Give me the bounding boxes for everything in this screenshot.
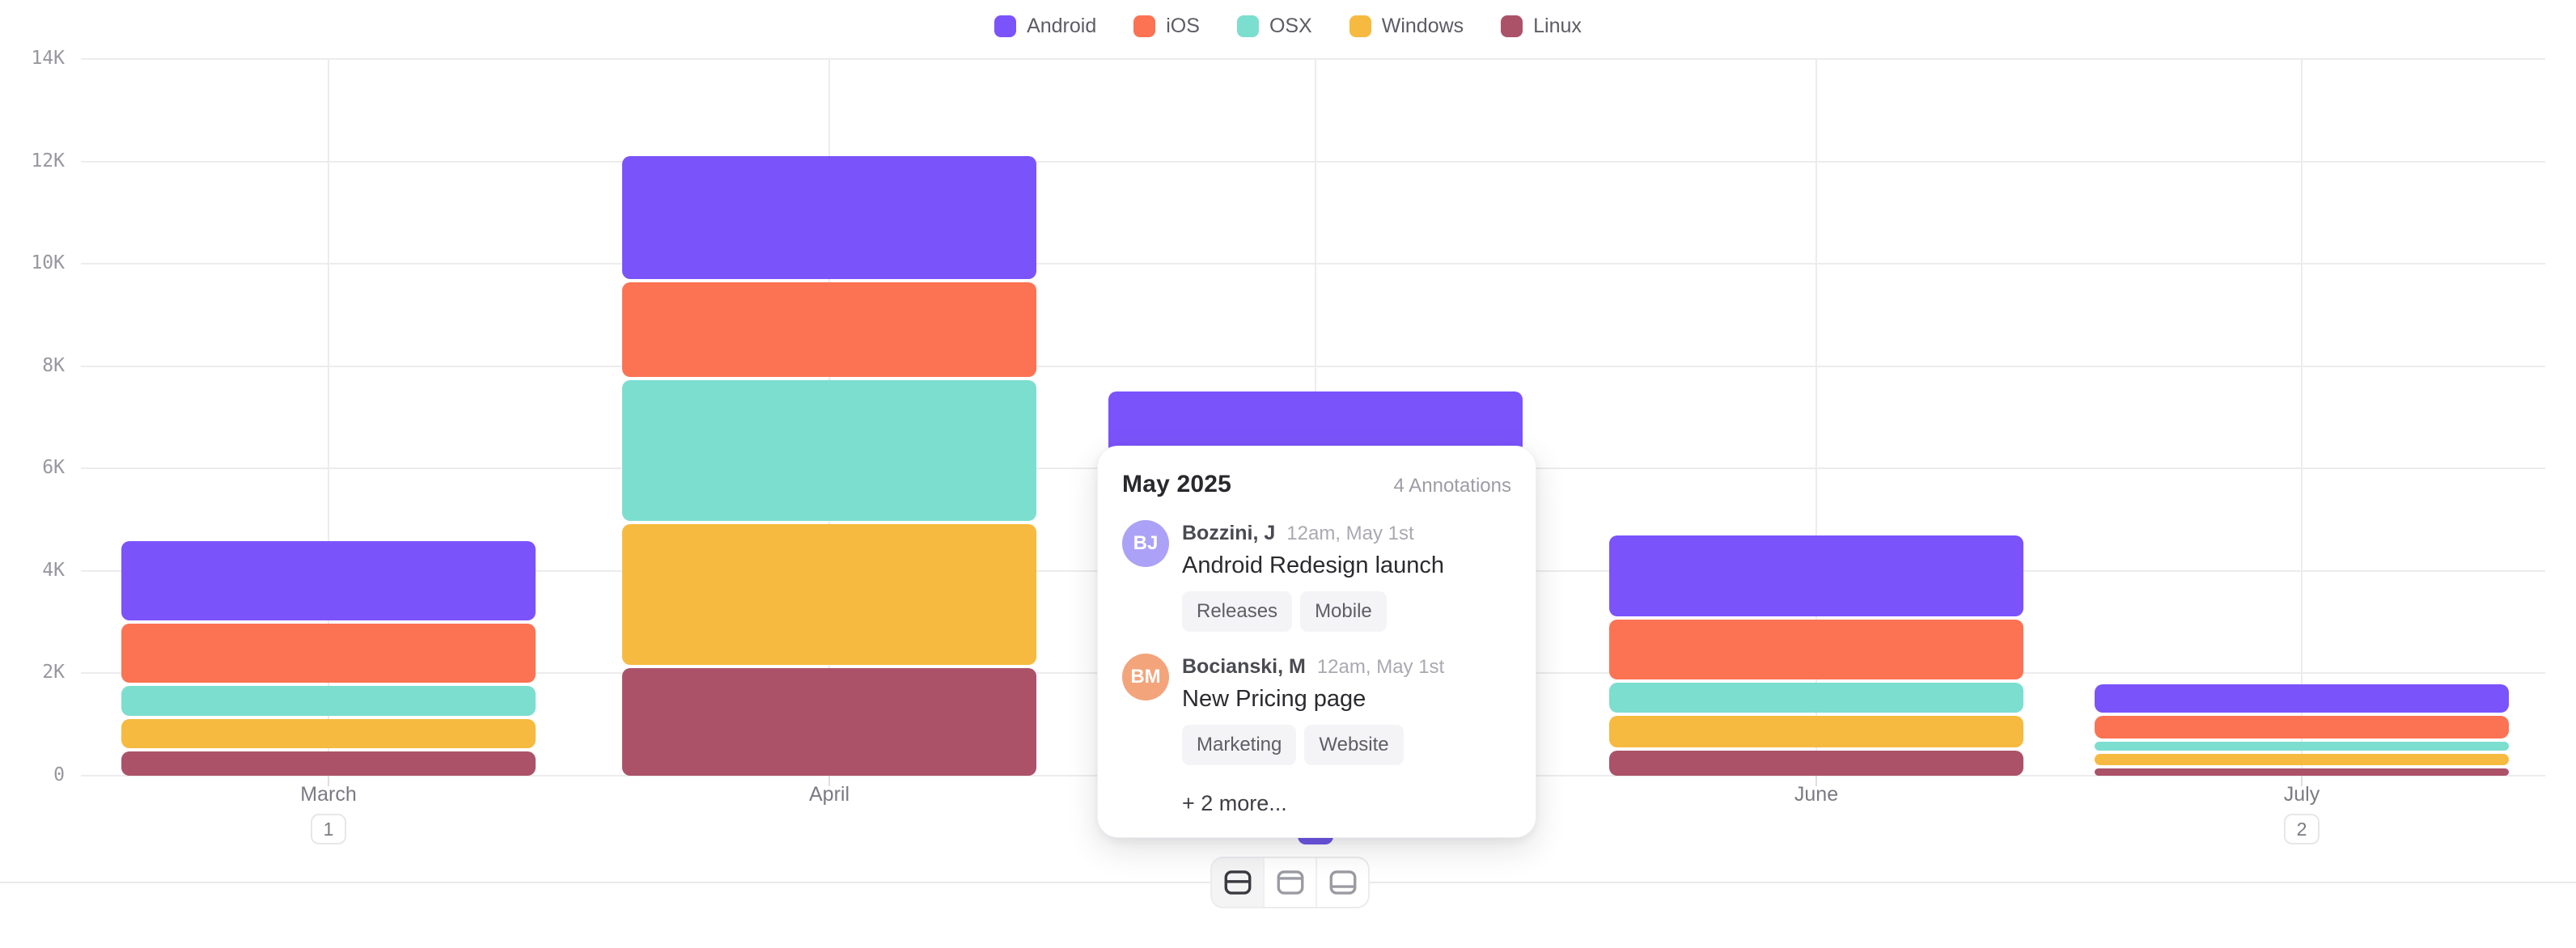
split-rows-icon xyxy=(1224,870,1251,895)
y-axis-tick-label: 14K xyxy=(31,48,65,69)
y-axis-tick-label: 8K xyxy=(42,354,65,376)
gridline-vertical xyxy=(2301,59,2303,776)
bar-segment-ios-june[interactable] xyxy=(1609,619,2023,680)
y-axis-tick-label: 4K xyxy=(42,559,65,581)
y-axis-tick-label: 12K xyxy=(31,150,65,171)
panel-top-icon xyxy=(1277,870,1303,895)
panel-top-button[interactable] xyxy=(1263,858,1316,907)
annotation-body: Bocianski, M 12am, May 1st New Pricing pag… xyxy=(1182,654,1511,765)
y-axis-tick-label: 10K xyxy=(31,252,65,274)
tag-releases: Releases xyxy=(1182,591,1293,632)
legend-swatch-android-icon xyxy=(994,15,1017,37)
x-axis-month-label: April xyxy=(808,783,849,806)
layout-switcher xyxy=(1210,857,1370,908)
annotation-badge-march[interactable]: 1 xyxy=(311,814,346,844)
bar-segment-android-april[interactable] xyxy=(622,156,1036,279)
bar-segment-android-june[interactable] xyxy=(1609,535,2023,616)
annotation-author: Bozzini, J xyxy=(1182,522,1276,544)
legend-item-android[interactable]: Android xyxy=(994,15,1096,38)
legend-label: Linux xyxy=(1533,15,1582,37)
annotation-text: Android Redesign launch xyxy=(1182,552,1445,578)
legend-swatch-linux-icon xyxy=(1501,15,1523,37)
x-axis-tick xyxy=(828,776,830,786)
bar-segment-linux-july[interactable] xyxy=(2095,768,2509,776)
panel-bottom-button[interactable] xyxy=(1316,858,1368,907)
legend-item-ios[interactable]: iOS xyxy=(1133,15,1200,38)
gridline-vertical xyxy=(1815,59,1817,776)
x-axis-month-label: July xyxy=(2283,783,2320,806)
bar-segment-ios-july[interactable] xyxy=(2095,715,2509,739)
bar-segment-ios-april[interactable] xyxy=(622,281,1036,378)
gridline-horizontal xyxy=(81,365,2545,367)
annotation-time: 12am, May 1st xyxy=(1316,656,1445,678)
bar-segment-osx-june[interactable] xyxy=(1609,683,2023,713)
bar-segment-ios-march[interactable] xyxy=(121,624,536,683)
tooltip-header: May 2025 4 Annotations xyxy=(1122,471,1511,498)
annotation-tags: Marketing Website xyxy=(1182,725,1511,765)
bar-segment-android-march[interactable] xyxy=(121,541,536,621)
tooltip-annotation-count: 4 Annotations xyxy=(1393,475,1511,497)
bar-segment-windows-july[interactable] xyxy=(2095,754,2509,766)
legend-label: iOS xyxy=(1166,15,1200,37)
x-axis-month-label: March xyxy=(300,783,357,806)
tooltip-entries: BJ Bozzini, J 12am, May 1st Android Redesig… xyxy=(1122,520,1511,765)
legend-item-windows[interactable]: Windows xyxy=(1349,15,1464,38)
legend-item-osx[interactable]: OSX xyxy=(1236,15,1312,38)
tag-marketing: Marketing xyxy=(1182,725,1297,765)
annotation-body: Bozzini, J 12am, May 1st Android Redesign … xyxy=(1182,520,1511,632)
tooltip-more-link[interactable]: + 2 more... xyxy=(1182,791,1287,815)
bar-segment-windows-june[interactable] xyxy=(1609,716,2023,747)
annotation-entry: BM Bocianski, M 12am, May 1st New Pricing p… xyxy=(1122,654,1511,765)
bar-segment-osx-march[interactable] xyxy=(121,686,536,716)
tag-mobile: Mobile xyxy=(1300,591,1387,632)
annotations-tooltip: May 2025 4 Annotations BJ Bozzini, J 12am,… xyxy=(1097,446,1536,838)
y-axis-tick-label: 6K xyxy=(42,457,65,479)
annotation-meta-row: Bozzini, J 12am, May 1st xyxy=(1182,522,1511,545)
gridline-horizontal xyxy=(81,58,2545,60)
annotation-time: 12am, May 1st xyxy=(1286,523,1414,544)
bar-segment-linux-june[interactable] xyxy=(1609,750,2023,776)
user-avatar: BJ xyxy=(1122,520,1169,567)
bar-segment-android-july[interactable] xyxy=(2095,684,2509,713)
bar-segment-windows-april[interactable] xyxy=(622,524,1036,666)
annotation-text: New Pricing page xyxy=(1182,686,1366,712)
legend-label: Windows xyxy=(1381,15,1464,37)
bar-segment-linux-march[interactable] xyxy=(121,751,536,776)
legend-label: Android xyxy=(1027,15,1097,37)
x-axis-month-label: June xyxy=(1794,783,1839,806)
gridline-vertical xyxy=(328,59,329,776)
annotation-tags: Releases Mobile xyxy=(1182,591,1511,632)
annotation-badge-july[interactable]: 2 xyxy=(2284,814,2320,844)
split-rows-button[interactable] xyxy=(1212,858,1263,907)
x-axis-tick xyxy=(2301,776,2303,786)
gridline-horizontal xyxy=(81,263,2545,265)
legend-swatch-windows-icon xyxy=(1349,15,1371,37)
chart-legend: Android iOS OSX Windows Linux xyxy=(0,15,2576,38)
panel-bottom-icon xyxy=(1329,870,1356,895)
annotation-entry: BJ Bozzini, J 12am, May 1st Android Redesig… xyxy=(1122,520,1511,632)
bar-segment-windows-march[interactable] xyxy=(121,718,536,748)
bar-segment-osx-july[interactable] xyxy=(2095,742,2509,751)
gridline-horizontal xyxy=(81,160,2545,163)
x-axis-tick xyxy=(328,776,329,786)
bar-segment-linux-april[interactable] xyxy=(622,668,1036,776)
legend-item-linux[interactable]: Linux xyxy=(1501,15,1582,38)
annotation-author: Bocianski, M xyxy=(1182,655,1306,678)
y-axis-tick-label: 0 xyxy=(53,764,65,785)
tag-website: Website xyxy=(1304,725,1404,765)
bar-segment-osx-april[interactable] xyxy=(622,380,1036,522)
tooltip-title: May 2025 xyxy=(1122,471,1232,497)
legend-swatch-osx-icon xyxy=(1236,15,1259,37)
user-avatar: BM xyxy=(1122,654,1169,700)
x-axis-tick xyxy=(1815,776,1817,786)
legend-swatch-ios-icon xyxy=(1133,15,1156,37)
y-axis-tick-label: 2K xyxy=(42,662,65,683)
legend-label: OSX xyxy=(1269,15,1312,37)
annotation-meta-row: Bocianski, M 12am, May 1st xyxy=(1182,655,1511,679)
